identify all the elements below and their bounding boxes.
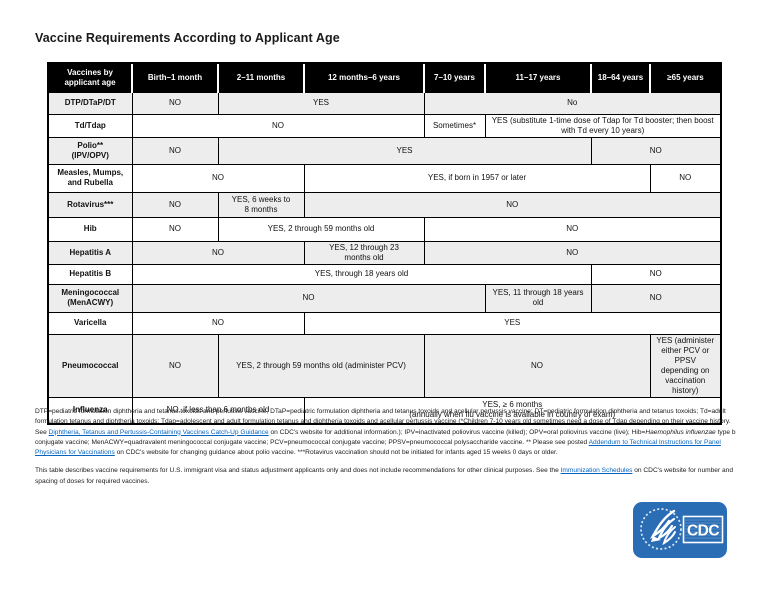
column-header: ≥65 years	[649, 62, 722, 93]
row-header: Hib	[47, 216, 133, 242]
footnote-scope: This table describes vaccine requirement…	[35, 466, 737, 487]
column-header: 18–64 years	[590, 62, 651, 93]
table-cell: NO	[423, 216, 722, 242]
table-cell: YES, 11 through 18 years old	[484, 283, 592, 313]
row-header: Meningococcal (MenACWY)	[47, 283, 133, 313]
hhs-eagle-icon	[640, 508, 682, 550]
table-cell: YES (administer either PCV or PPSV depen…	[649, 333, 722, 398]
table-cell: NO	[303, 191, 722, 218]
table-cell: NO	[131, 240, 305, 265]
immunization-schedules-link[interactable]: Immunization Schedules	[560, 467, 633, 475]
table-cell: Sometimes*	[423, 113, 486, 138]
footnote-abbreviations: DTP=pediatric formulation diphtheria and…	[35, 407, 737, 458]
table-cell: YES, if born in 1957 or later	[303, 163, 651, 193]
row-header: Measles, Mumps, and Rubella	[47, 163, 133, 193]
row-header: Varicella	[47, 311, 133, 335]
table-row: DTP/DTaP/DT NO YES No	[47, 91, 722, 115]
table-cell: NO	[590, 263, 722, 285]
footnote-text: DTP=pediatric formulation diphtheria and…	[35, 408, 731, 436]
table-cell: NO	[590, 283, 722, 313]
column-header: Vaccines by applicant age	[47, 62, 133, 93]
row-header: Td/Tdap	[47, 113, 133, 138]
column-header: 11–17 years	[484, 62, 592, 93]
cdc-letters: CDC	[687, 523, 719, 540]
cdc-logo: CDC	[633, 502, 727, 558]
table-row: Polio** (IPV/OPV) NO YES NO	[47, 136, 722, 165]
table-cell: NO	[131, 191, 219, 218]
table-cell: NO	[131, 163, 305, 193]
table-cell: NO	[590, 136, 722, 165]
table-row: Rotavirus*** NO YES, 6 weeks to 8 months…	[47, 191, 722, 218]
row-header: Hepatitis B	[47, 263, 133, 285]
table-header-row: Vaccines by applicant age Birth–1 month …	[47, 62, 722, 93]
table-row: Td/Tdap NO Sometimes* YES (substitute 1-…	[47, 113, 722, 138]
row-header: Influenza	[47, 396, 133, 425]
footnote-text: on CDC's website for additional informat…	[268, 428, 646, 436]
column-header: 2–11 months	[217, 62, 305, 93]
table-row: Influenza NO, if less than 6 months old …	[47, 396, 722, 425]
table-cell: NO	[131, 91, 219, 115]
footnotes-section: DTP=pediatric formulation diphtheria and…	[35, 407, 737, 487]
table-cell: NO	[131, 216, 219, 242]
row-header: DTP/DTaP/DT	[47, 91, 133, 115]
cdc-logo-graphic: CDC	[633, 502, 727, 558]
table-cell: NO	[131, 333, 219, 398]
column-header: 12 months–6 years	[303, 62, 425, 93]
table-cell: YES	[217, 136, 592, 165]
table-cell: NO	[423, 333, 651, 398]
table-cell: NO	[131, 311, 305, 335]
table-cell: YES (substitute 1-time dose of Tdap for …	[484, 113, 722, 138]
table-cell: YES, ≥ 6 months (annually when flu vacci…	[303, 396, 722, 425]
table-row: Pneumococcal NO YES, 2 through 59 months…	[47, 333, 722, 398]
table-cell: NO	[131, 113, 425, 138]
table-cell: No	[423, 91, 722, 115]
table-row: Hepatitis B YES, through 18 years old NO	[47, 263, 722, 285]
table-cell: YES, 2 through 59 months old (administer…	[217, 333, 425, 398]
table-cell: YES, 12 through 23 months old	[303, 240, 425, 265]
footnote-text: type b conjugate vaccine; MenACWY=quadra…	[35, 428, 736, 446]
table-row: Varicella NO YES	[47, 311, 722, 335]
table-cell: YES, through 18 years old	[131, 263, 592, 285]
table-cell: NO	[131, 283, 486, 313]
row-header: Rotavirus***	[47, 191, 133, 218]
footnote-italic-text: Haemophilus influenzae	[645, 428, 716, 436]
column-header: Birth–1 month	[131, 62, 219, 93]
vaccine-requirements-table: Vaccines by applicant age Birth–1 month …	[47, 62, 722, 425]
column-header: 7–10 years	[423, 62, 486, 93]
footnote-text: This table describes vaccine requirement…	[35, 467, 561, 475]
footnote-text: on CDC's website for number and spacing …	[35, 467, 733, 485]
addendum-technical-instructions-link[interactable]: Addendum to Technical Instructions for P…	[35, 438, 721, 457]
page-title: Vaccine Requirements According to Applic…	[35, 31, 340, 45]
cdc-letters-box: CDC	[682, 515, 724, 544]
table-cell: NO	[649, 163, 722, 193]
table-cell: YES	[303, 311, 722, 335]
row-header: Polio** (IPV/OPV)	[47, 136, 133, 165]
table-cell: YES, 6 weeks to 8 months	[217, 191, 305, 218]
footnote-text: on CDC's website for changing guidance a…	[114, 449, 558, 457]
table-cell: NO	[131, 136, 219, 165]
table-cell: YES, 2 through 59 months old	[217, 216, 425, 242]
row-header: Pneumococcal	[47, 333, 133, 398]
row-header: Hepatitis A	[47, 240, 133, 265]
table-cell: NO	[423, 240, 722, 265]
table-row: Hib NO YES, 2 through 59 months old NO	[47, 216, 722, 242]
table-row: Meningococcal (MenACWY) NO YES, 11 throu…	[47, 283, 722, 313]
table-row: Measles, Mumps, and Rubella NO YES, if b…	[47, 163, 722, 193]
catch-up-guidance-link[interactable]: Diphtheria, Tetanus and Pertussis-Contai…	[48, 428, 269, 436]
table-cell: YES	[217, 91, 425, 115]
table-row: Hepatitis A NO YES, 12 through 23 months…	[47, 240, 722, 265]
